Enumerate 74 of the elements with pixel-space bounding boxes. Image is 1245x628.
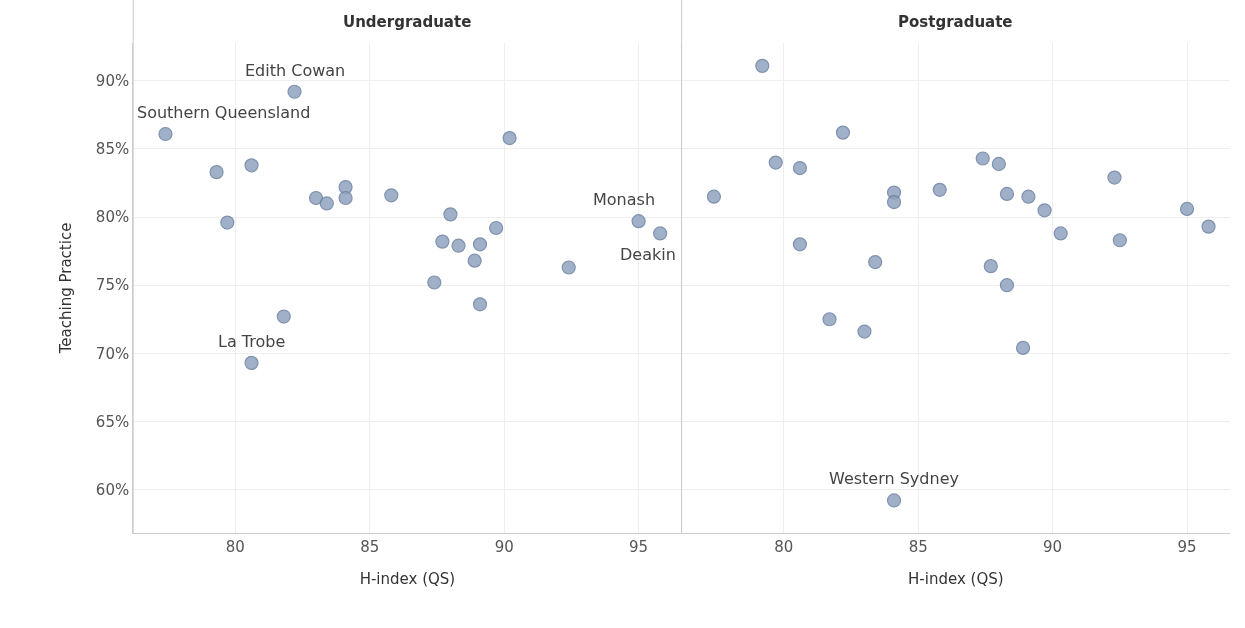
point xyxy=(308,190,324,206)
point xyxy=(975,151,990,166)
point xyxy=(1107,170,1122,185)
point xyxy=(1179,201,1195,217)
point xyxy=(472,297,488,312)
point xyxy=(319,196,334,211)
x-tick-label: 95 xyxy=(629,538,649,557)
point xyxy=(435,234,450,249)
point xyxy=(276,309,291,324)
x-tick-label: 85 xyxy=(908,538,928,557)
point xyxy=(1021,189,1036,204)
point xyxy=(755,58,770,73)
point xyxy=(489,220,504,236)
y-tick-label: 60% xyxy=(95,480,130,499)
point xyxy=(1053,226,1068,241)
point xyxy=(1015,340,1031,355)
x-axis-title: H-index (QS) xyxy=(359,570,456,589)
point xyxy=(886,195,902,210)
annotation: Southern Queensland xyxy=(137,103,311,122)
point xyxy=(768,155,783,170)
point xyxy=(451,238,466,253)
point xyxy=(384,188,399,203)
point xyxy=(868,254,883,270)
y-tick-label: 90% xyxy=(95,72,130,91)
annotation: Monash xyxy=(593,190,656,209)
point xyxy=(502,130,517,146)
point xyxy=(983,259,998,274)
point xyxy=(792,160,808,176)
y-tick-label: 75% xyxy=(95,276,130,295)
point xyxy=(932,182,947,197)
chart-title: Undergraduate xyxy=(343,13,472,31)
point xyxy=(209,165,224,180)
point xyxy=(244,158,259,173)
y-tick-label: 70% xyxy=(95,344,130,363)
point xyxy=(244,355,259,370)
point xyxy=(287,84,302,99)
point xyxy=(220,215,235,230)
y-tick-label: 65% xyxy=(95,412,130,431)
annotation: Deakin xyxy=(620,245,676,264)
x-axis-title: H-index (QS) xyxy=(908,570,1004,589)
point xyxy=(561,260,576,275)
point xyxy=(338,190,353,206)
point xyxy=(857,324,872,339)
point xyxy=(443,207,458,222)
x-tick-label: 80 xyxy=(774,538,794,557)
x-tick-label: 95 xyxy=(1177,538,1197,557)
point xyxy=(1037,203,1052,218)
annotation: Western Sydney xyxy=(829,469,959,488)
point xyxy=(1112,233,1127,248)
x-tick-label: 85 xyxy=(360,538,380,557)
point xyxy=(158,126,173,142)
y-axis-title: Teaching Practice xyxy=(57,222,76,355)
point xyxy=(999,186,1015,202)
annotation: Edith Cowan xyxy=(245,61,346,80)
x-tick-label: 90 xyxy=(494,538,514,557)
point xyxy=(472,237,488,252)
x-tick-label: 80 xyxy=(225,538,245,557)
point xyxy=(886,493,902,508)
chart-title: Postgraduate xyxy=(898,13,1013,31)
point xyxy=(631,214,646,229)
point xyxy=(835,125,851,140)
y-tick-label: 80% xyxy=(95,208,130,227)
y-tick-label: 85% xyxy=(95,140,130,159)
point xyxy=(792,237,808,252)
point xyxy=(427,275,442,290)
point xyxy=(653,226,668,241)
point xyxy=(822,312,837,327)
point xyxy=(991,156,1006,172)
annotation: La Trobe xyxy=(218,332,286,351)
point xyxy=(1201,219,1216,234)
point xyxy=(706,189,721,204)
x-tick-label: 90 xyxy=(1043,538,1063,557)
point xyxy=(467,253,482,268)
point xyxy=(999,278,1015,293)
